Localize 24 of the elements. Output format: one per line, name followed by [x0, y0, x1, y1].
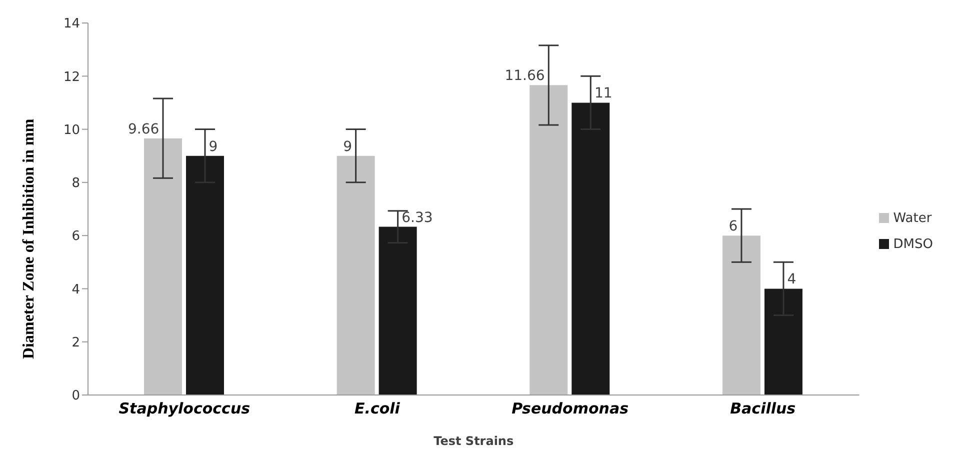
x-tick-label: Bacillus	[730, 400, 796, 418]
x-tick-label: E.coli	[354, 400, 401, 418]
y-tick-label: 4	[72, 282, 80, 298]
y-tick-label: 6	[72, 229, 80, 244]
y-axis-title: Diameter Zone of Inhibition in mm	[20, 118, 38, 359]
x-tick-label: Pseudomonas	[512, 400, 629, 418]
x-axis-title: Test Strains	[434, 434, 514, 448]
data-label: 9	[343, 138, 352, 155]
data-label: 9.66	[128, 121, 160, 138]
y-tick-label: 14	[63, 16, 80, 32]
data-label: 9	[208, 138, 218, 155]
y-tick-label: 2	[72, 335, 80, 350]
data-label: 6	[728, 218, 738, 235]
y-tick-label: 8	[72, 176, 80, 192]
data-label: 11	[594, 86, 612, 102]
data-label: 6.33	[402, 210, 433, 226]
x-tick-label: Staphylococcus	[118, 400, 250, 418]
legend-label: DMSO	[893, 236, 933, 252]
y-tick-label: 0	[72, 388, 80, 404]
data-label: 11.66	[504, 68, 545, 84]
y-tick-label: 10	[63, 122, 80, 138]
data-label: 4	[787, 272, 796, 288]
legend-label: Water	[893, 210, 932, 226]
y-tick-label: 12	[63, 70, 80, 85]
